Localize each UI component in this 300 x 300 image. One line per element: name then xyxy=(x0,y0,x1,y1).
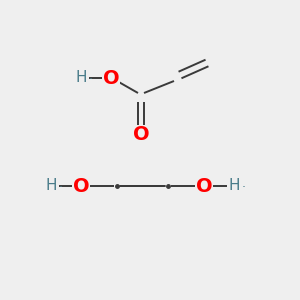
Text: ·: · xyxy=(58,181,62,194)
Text: O: O xyxy=(73,176,89,196)
Text: H: H xyxy=(75,70,87,86)
Text: O: O xyxy=(133,125,149,145)
Text: O: O xyxy=(103,68,119,88)
Text: H: H xyxy=(228,178,240,194)
Text: ·: · xyxy=(88,73,92,86)
Text: ·: · xyxy=(242,181,245,194)
Text: H: H xyxy=(45,178,57,194)
Text: O: O xyxy=(196,176,212,196)
